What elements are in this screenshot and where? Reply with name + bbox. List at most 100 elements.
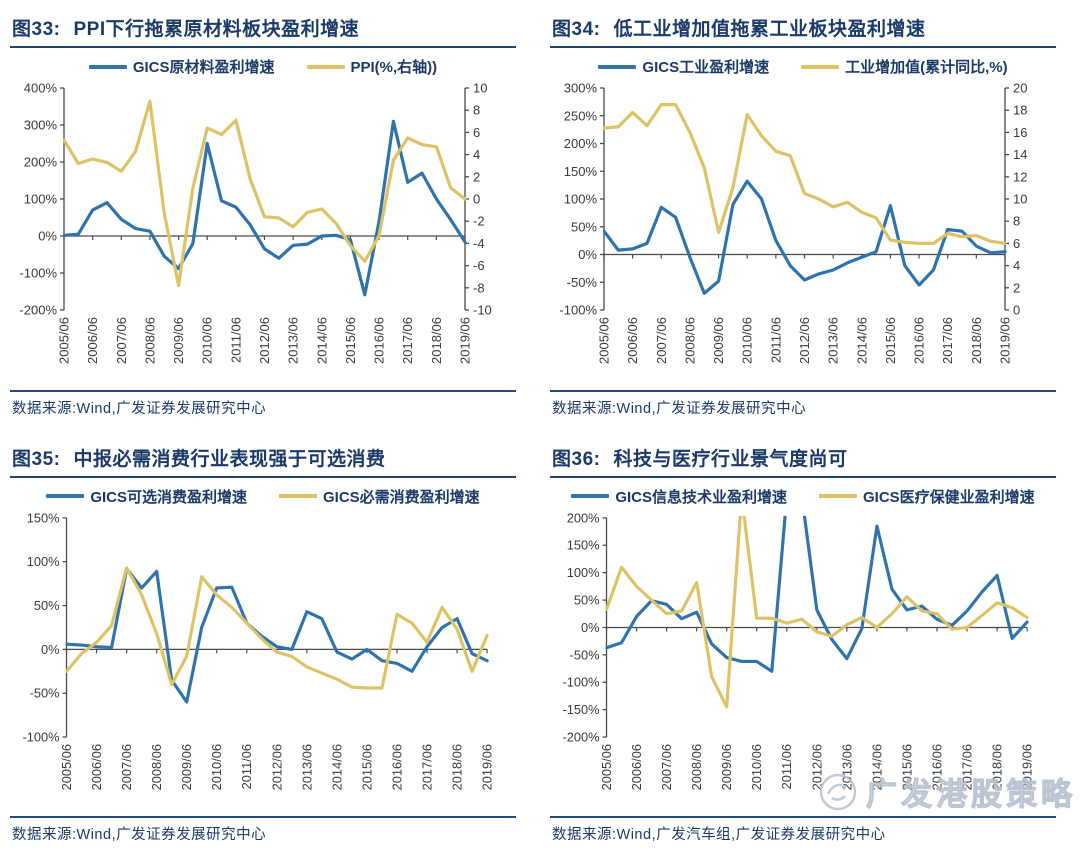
legend-item: GICS医疗保健业盈利增速 [819, 486, 1035, 507]
legend-label: GICS原材料盈利增速 [132, 59, 275, 76]
series-swatch-yellow [279, 494, 317, 499]
left-axis-tick-label: -50% [570, 647, 600, 662]
x-axis-tick-label: 2008/06 [689, 744, 704, 790]
legend-label: GICS医疗保健业盈利增速 [863, 488, 1035, 506]
right-axis-tick-label: 2 [473, 169, 480, 184]
figure-title-text: 中报必需消费行业表现强于可选消费 [73, 449, 386, 470]
x-axis-tick-label: 2019/06 [998, 317, 1013, 364]
title-underline [10, 46, 516, 48]
x-axis-tick-label: 2007/06 [119, 744, 134, 790]
x-axis-tick-label: 2018/06 [429, 317, 444, 364]
legend-item: GICS可选消费盈利增速 [46, 486, 247, 507]
figure-36-card: 图36: 科技与医疗行业景气度尚可 GICS信息技术业盈利增速 GICS医疗保健业… [540, 430, 1080, 856]
left-axis-tick-label: -100% [559, 303, 597, 318]
x-axis-tick-label: 2018/06 [969, 317, 984, 364]
x-axis-tick-label: 2012/06 [797, 317, 812, 364]
series-line-yellow [605, 515, 1029, 709]
figure-36-plot: 200% 150% 100% 50% 0% -50% -100% -150% -200%2005… [563, 510, 1035, 790]
x-axis-tick-label: 2019/06 [480, 744, 495, 790]
x-axis-tick-label: 2014/06 [869, 744, 884, 790]
legend-item: GICS原材料盈利增速 [88, 56, 275, 77]
legend-item: 工业增加值(累计同比,%) [801, 56, 1008, 77]
left-axis-tick-label: -100% [563, 675, 600, 690]
x-axis-tick-label: 2010/06 [200, 317, 215, 364]
figure-33-legend: GICS原材料盈利增速 PPI(%,右轴)) [10, 56, 516, 77]
series-swatch-blue [571, 494, 610, 499]
right-axis-tick-label: 14 [1013, 147, 1027, 162]
x-axis-tick-label: 2018/06 [450, 744, 465, 790]
x-axis-tick-label: 2014/06 [329, 744, 344, 790]
left-axis-tick-label: 300% [564, 81, 598, 96]
x-axis-tick-label: 2015/06 [899, 744, 914, 790]
right-axis-tick-label: -8 [473, 280, 485, 295]
left-axis-tick-label: 300% [24, 118, 58, 133]
x-axis-tick-label: 2016/06 [929, 744, 944, 790]
source-divider [550, 816, 1056, 818]
right-axis-tick-label: 0 [1013, 303, 1020, 318]
left-axis-tick-label: 0% [38, 229, 57, 244]
left-axis-tick-label: 0% [578, 247, 597, 262]
right-axis-tick-label: -2 [473, 214, 485, 229]
series-line-yellow [603, 103, 1007, 245]
figure-title-text: 低工业增加值拖累工业板块盈利增速 [613, 19, 926, 40]
legend-label: GICS必需消费盈利增速 [323, 488, 480, 506]
legend-item: PPI(%,右轴)) [306, 56, 437, 77]
x-axis-tick-label: 2017/06 [400, 317, 415, 364]
x-axis-tick-label: 2005/06 [599, 744, 614, 790]
series-swatch-yellow [801, 64, 840, 69]
left-axis-tick-label: 50% [574, 592, 600, 607]
right-axis-tick-label: 2 [1013, 280, 1020, 295]
figure-number: 图36: [552, 449, 601, 470]
legend-item: GICS工业盈利增速 [598, 56, 769, 77]
x-axis-tick-label: 2007/06 [114, 317, 129, 364]
series-line-blue [65, 567, 489, 704]
figure-34-source: 数据来源:Wind,广发证券发展研究中心 [552, 401, 807, 417]
title-underline [550, 46, 1056, 48]
figure-35-source: 数据来源:Wind,广发证券发展研究中心 [12, 827, 267, 843]
x-axis-tick-label: 2005/06 [57, 317, 72, 364]
legend-item: GICS必需消费盈利增速 [279, 486, 480, 507]
legend-label: GICS工业盈利增速 [642, 59, 770, 76]
left-axis-tick-label: 200% [567, 510, 600, 525]
x-axis-tick-label: 2013/06 [299, 744, 314, 790]
x-axis-tick-label: 2012/06 [257, 317, 272, 364]
legend-label: GICS信息技术业盈利增速 [615, 488, 787, 506]
x-axis-tick-label: 2012/06 [809, 744, 824, 790]
x-axis-tick-label: 2019/06 [458, 317, 473, 364]
figure-33-card: 图33: PPI下行拖累原材料板块盈利增速 GICS原材料盈利增速 PPI(%,右… [0, 0, 540, 430]
left-axis-tick-label: 0% [581, 620, 600, 635]
figure-34-card: 图34: 低工业增加值拖累工业板块盈利增速 GICS工业盈利增速 工业增加值(累计… [540, 0, 1080, 430]
x-axis-tick-label: 2016/06 [912, 317, 927, 364]
figure-title-text: 科技与医疗行业景气度尚可 [613, 449, 848, 470]
series-swatch-blue [46, 494, 85, 499]
source-divider [10, 390, 516, 392]
right-axis-tick-label: 8 [1013, 214, 1020, 229]
x-axis-tick-label: 2008/06 [682, 317, 697, 364]
x-axis-tick-label: 2012/06 [269, 744, 284, 790]
right-axis-tick-label: 0 [473, 192, 480, 207]
right-axis-tick-label: 18 [1013, 103, 1027, 118]
x-axis-tick-label: 2006/06 [625, 317, 640, 364]
figure-35-title: 图35: 中报必需消费行业表现强于可选消费 [12, 444, 516, 471]
x-axis-tick-label: 2009/06 [719, 744, 734, 790]
left-axis-tick-label: 150% [564, 164, 598, 179]
left-axis-tick-label: -100% [23, 729, 60, 744]
right-axis-tick-label: 10 [473, 81, 487, 96]
x-axis-tick-label: 2010/06 [749, 744, 764, 790]
legend-label: 工业增加值(累计同比,%) [845, 59, 1008, 76]
right-axis-tick-label: 16 [1013, 125, 1027, 140]
figure-36-title: 图36: 科技与医疗行业景气度尚可 [552, 444, 1056, 471]
x-axis-tick-label: 2015/06 [359, 744, 374, 790]
x-axis-tick-label: 2009/06 [171, 317, 186, 364]
right-axis-tick-label: 8 [473, 103, 480, 118]
x-axis-tick-label: 2010/06 [740, 317, 755, 364]
right-axis-tick-label: 20 [1013, 81, 1027, 96]
left-axis-tick-label: 250% [564, 108, 598, 123]
left-axis-tick-label: 150% [27, 510, 60, 525]
left-axis-tick-label: -150% [563, 702, 600, 717]
figure-number: 图34: [552, 19, 601, 40]
left-axis-tick-label: -200% [563, 729, 600, 744]
figure-35-card: 图35: 中报必需消费行业表现强于可选消费 GICS可选消费盈利增速 GICS必需… [0, 430, 540, 856]
right-axis-tick-label: -6 [473, 258, 485, 273]
left-axis-tick-label: 150% [567, 538, 600, 553]
